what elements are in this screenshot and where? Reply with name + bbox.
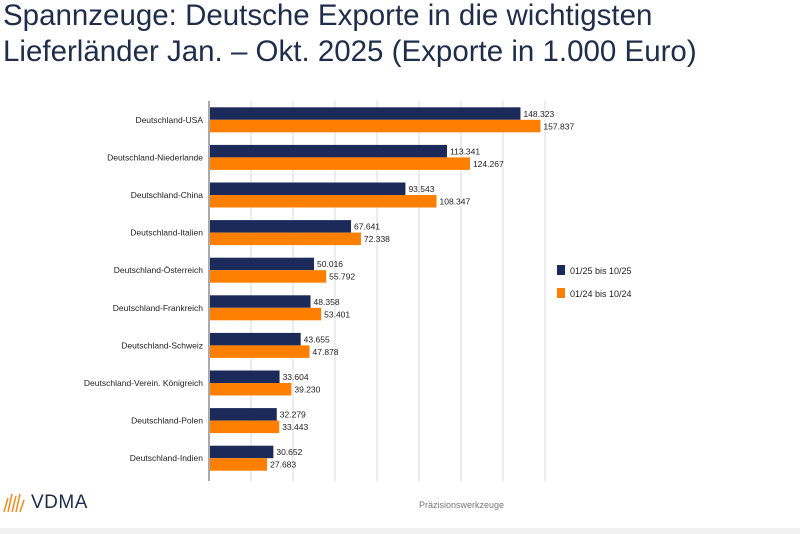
bar bbox=[210, 408, 277, 421]
data-label: 39.230 bbox=[294, 385, 320, 395]
data-label: 53.401 bbox=[324, 309, 350, 319]
bar bbox=[210, 270, 327, 283]
category-label: Deutschland-Niederlande bbox=[107, 152, 203, 162]
data-label: 33.443 bbox=[282, 422, 308, 432]
logo-icon bbox=[3, 493, 25, 513]
data-label: 27.683 bbox=[270, 460, 296, 470]
legend-swatch bbox=[557, 265, 565, 275]
bar bbox=[210, 107, 521, 120]
bar bbox=[210, 458, 268, 471]
data-label: 108.347 bbox=[440, 197, 471, 207]
category-label: Deutschland-Österreich bbox=[114, 265, 204, 275]
bar bbox=[210, 119, 541, 133]
data-label: 93.543 bbox=[408, 184, 434, 194]
category-label: Deutschland-Schweiz bbox=[121, 340, 203, 350]
bar bbox=[210, 295, 311, 308]
category-label: Deutschland-Verein. Königreich bbox=[84, 378, 203, 388]
data-label: 124.267 bbox=[473, 159, 504, 169]
data-label: 55.792 bbox=[329, 272, 355, 282]
vdma-logo: VDMA bbox=[2, 492, 88, 514]
data-label: 47.878 bbox=[313, 347, 339, 357]
data-label: 43.655 bbox=[304, 334, 330, 344]
bar bbox=[210, 232, 361, 246]
bar bbox=[210, 332, 301, 346]
bar bbox=[210, 195, 437, 208]
bar bbox=[210, 420, 280, 434]
bar bbox=[210, 182, 406, 195]
bar bbox=[210, 445, 274, 459]
data-label: 157.837 bbox=[543, 121, 574, 131]
category-label: Deutschland-China bbox=[131, 190, 204, 200]
data-label: 50.016 bbox=[317, 259, 343, 269]
data-label: 33.604 bbox=[283, 372, 309, 382]
bar bbox=[210, 383, 292, 396]
category-label: Deutschland-Polen bbox=[131, 416, 203, 426]
category-label: Deutschland-Frankreich bbox=[113, 303, 204, 313]
page-title: Spannzeuge: Deutsche Exporte in die wich… bbox=[3, 0, 697, 68]
logo-text: VDMA bbox=[31, 492, 88, 513]
data-label: 67.641 bbox=[354, 222, 380, 232]
footer-text: Präzisionswerkzeuge bbox=[419, 500, 505, 510]
bar bbox=[210, 370, 280, 383]
data-label: 72.338 bbox=[364, 234, 390, 244]
bar bbox=[210, 257, 315, 271]
footer-bar bbox=[0, 528, 800, 534]
data-label: 48.358 bbox=[314, 297, 340, 307]
bar bbox=[210, 345, 310, 358]
category-label: Deutschland-Indien bbox=[130, 453, 204, 463]
bar bbox=[210, 220, 352, 233]
bar bbox=[210, 307, 322, 321]
legend-label: 01/24 bis 10/24 bbox=[570, 289, 632, 299]
bar bbox=[210, 157, 470, 170]
legend-label: 01/25 bis 10/25 bbox=[570, 266, 632, 276]
data-label: 148.323 bbox=[523, 109, 554, 119]
bar bbox=[210, 144, 448, 158]
data-label: 113.341 bbox=[450, 146, 480, 156]
legend-swatch bbox=[557, 288, 565, 298]
data-label: 30.652 bbox=[276, 447, 302, 457]
category-label: Deutschland-USA bbox=[135, 115, 203, 125]
category-label: Deutschland-Italien bbox=[130, 228, 203, 238]
data-label: 32.279 bbox=[280, 410, 306, 420]
